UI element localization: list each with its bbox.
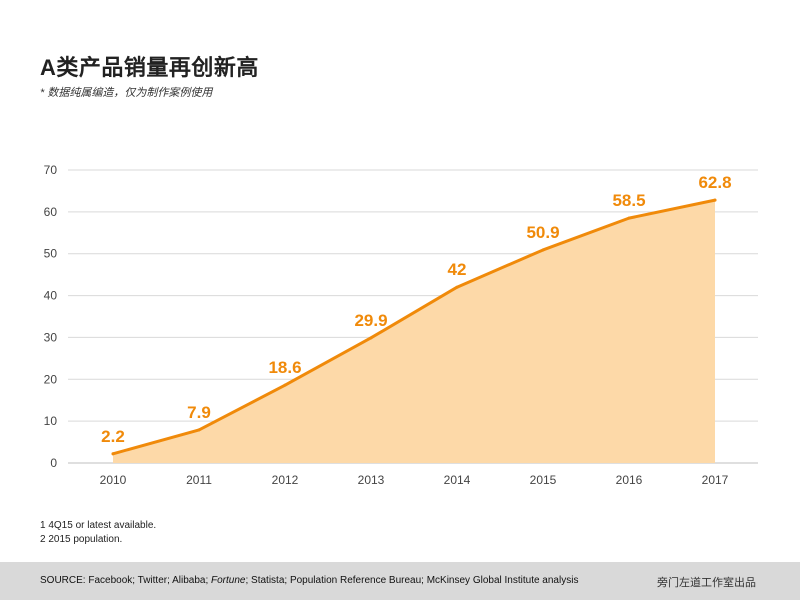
y-tick-label: 10	[44, 414, 58, 428]
data-label: 50.9	[526, 223, 559, 242]
y-tick-label: 20	[44, 372, 58, 386]
footnote: 2 2015 population.	[40, 534, 123, 545]
x-tick-label: 2015	[530, 473, 557, 487]
data-point	[541, 248, 545, 252]
y-tick-label: 70	[44, 163, 58, 177]
x-tick-label: 2016	[616, 473, 643, 487]
x-tick-label: 2017	[702, 473, 729, 487]
source-prefix: SOURCE: Facebook; Twitter; Alibaba;	[40, 575, 212, 586]
page-subtitle: * 数据纯属编造，仅为制作案例使用	[40, 87, 213, 99]
footer-bar: SOURCE: Facebook; Twitter; Alibaba; Fort…	[0, 562, 800, 600]
data-label: 2.2	[101, 427, 125, 446]
data-point	[455, 285, 459, 289]
footnote: 1 4Q15 or latest available.	[40, 520, 157, 531]
data-point	[111, 452, 115, 456]
series-line	[111, 198, 717, 456]
data-label: 42	[448, 260, 467, 279]
y-tick-label: 0	[50, 456, 57, 470]
x-tick-label: 2011	[186, 473, 212, 487]
x-tick-label: 2014	[444, 473, 471, 487]
y-tick-label: 40	[44, 289, 58, 303]
data-point	[197, 428, 201, 432]
data-point	[713, 198, 717, 202]
data-label: 18.6	[268, 358, 301, 377]
area-chart: 0 10 20 30 40 50 60 70 2010 2011 2012 2013 2014 2015 2…	[44, 163, 758, 487]
data-label: 62.8	[698, 173, 731, 192]
page-title: A类产品销量再创新高	[40, 55, 259, 80]
y-tick-label: 60	[44, 205, 58, 219]
credit-text: 旁门左道工作室出品	[657, 577, 756, 589]
data-label: 7.9	[187, 403, 211, 422]
data-point	[369, 336, 373, 340]
x-tick-label: 2010	[100, 473, 127, 487]
source-suffix: ; Statista; Population Reference Bureau;…	[245, 575, 579, 586]
data-point	[283, 383, 287, 387]
data-label: 58.5	[612, 191, 645, 210]
x-tick-label: 2012	[272, 473, 299, 487]
y-tick-label: 30	[44, 330, 58, 344]
footnotes: 1 4Q15 or latest available. 2 2015 popul…	[40, 519, 156, 547]
data-label: 29.9	[354, 311, 387, 330]
x-tick-label: 2013	[358, 473, 385, 487]
data-point	[627, 216, 631, 220]
source-italic: Fortune	[211, 575, 246, 586]
source-note: SOURCE: Facebook; Twitter; Alibaba; Fort…	[40, 575, 578, 586]
y-tick-label: 50	[44, 247, 58, 261]
area-fill	[113, 200, 715, 463]
